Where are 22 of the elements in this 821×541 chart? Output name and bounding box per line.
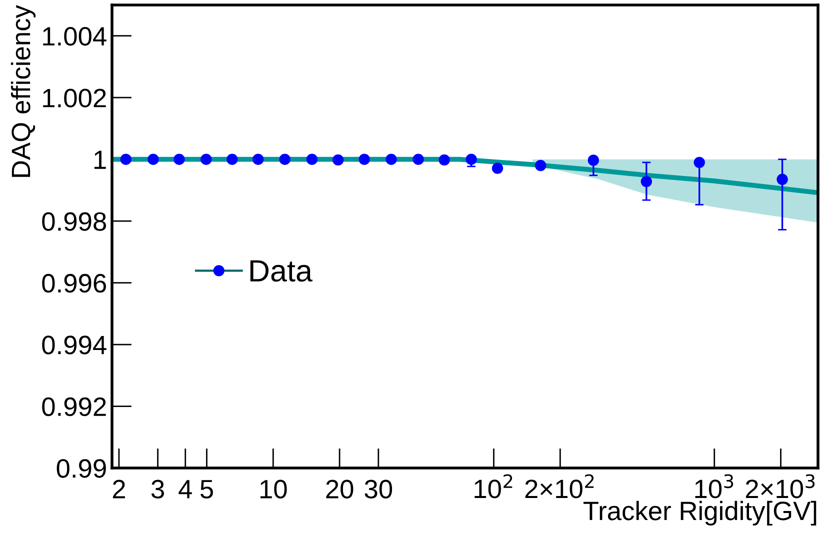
y-axis-title: DAQ efficiency — [10, 5, 36, 177]
y-tick-label: 1.004 — [43, 27, 106, 46]
x-axis-title: Tracker Rigidity[GV] — [584, 500, 816, 526]
x-tick-label: 4 — [178, 480, 192, 498]
y-tick-label: 0.99 — [56, 459, 106, 478]
x-tick-label: 3 — [151, 480, 164, 498]
x-tick-label: 5 — [200, 480, 213, 498]
y-tick-label: 1.002 — [43, 88, 106, 108]
x-tick-label: 10 — [260, 480, 287, 498]
x-tick-label: 2×10$^{3}$ — [746, 474, 815, 498]
y-tick-label: 0.992 — [42, 397, 106, 416]
y-tick-label: 1 — [94, 150, 106, 169]
x-tick-label: 20 — [326, 480, 354, 498]
y-tick-label: 0.996 — [42, 274, 106, 293]
y-tick-label: 0.994 — [42, 336, 106, 354]
y-tick-label: 0.998 — [42, 212, 106, 231]
x-tick-label: 30 — [364, 480, 392, 498]
x-tick-label: 2 — [112, 480, 125, 498]
x-tick-label: 2×10$^{2}$ — [525, 474, 594, 498]
x-tick-label: 10$^{2}$ — [474, 474, 512, 498]
x-tick-label: 10$^{3}$ — [695, 474, 734, 498]
legend-label: Data — [250, 260, 312, 282]
